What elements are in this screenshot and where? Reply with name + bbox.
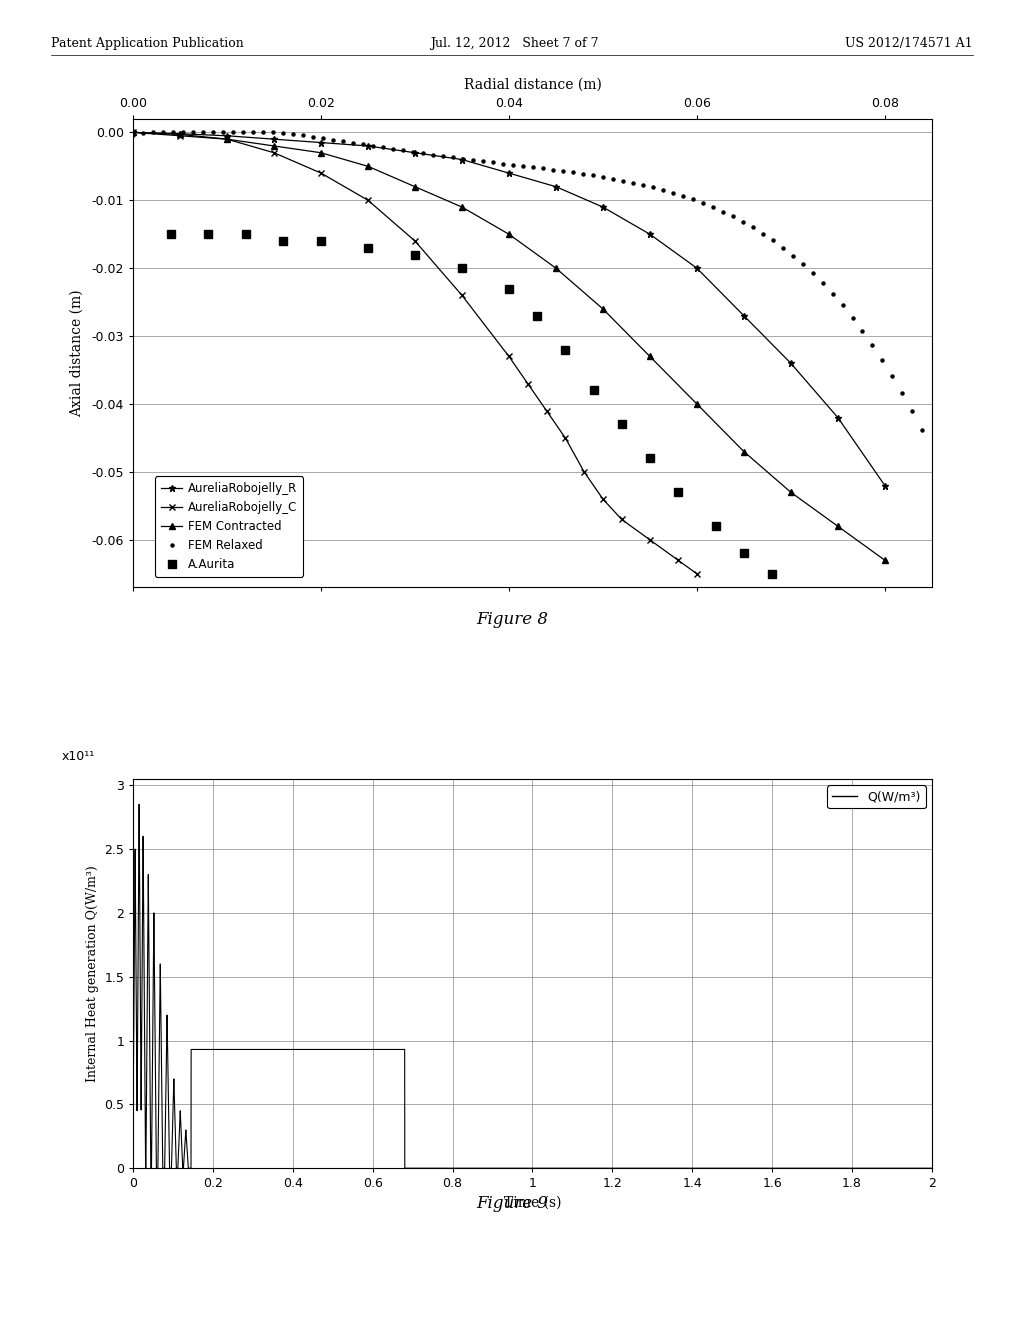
A.Aurita <box>766 566 778 582</box>
AureliaRobojelly_R <box>315 135 328 150</box>
AureliaRobojelly_R <box>831 409 844 425</box>
AureliaRobojelly_C <box>361 193 374 209</box>
A.Aurita <box>409 247 421 263</box>
A.Aurita <box>588 383 600 399</box>
AureliaRobojelly_C <box>521 376 534 392</box>
Line: FEM Relaxed: FEM Relaxed <box>132 131 924 432</box>
Text: x10¹¹: x10¹¹ <box>61 750 94 763</box>
FEM Contracted <box>784 484 797 500</box>
FEM Relaxed <box>147 124 160 140</box>
A.Aurita <box>165 226 177 242</box>
FEM Relaxed <box>606 170 618 186</box>
A.Aurita <box>644 450 656 466</box>
Line: FEM Contracted: FEM Contracted <box>130 129 888 564</box>
AureliaRobojelly_R <box>879 478 891 494</box>
X-axis label: Time (s): Time (s) <box>504 1196 561 1210</box>
AureliaRobojelly_C <box>541 403 553 418</box>
AureliaRobojelly_C <box>315 165 328 181</box>
FEM Relaxed <box>646 180 658 195</box>
AureliaRobojelly_C <box>409 234 421 249</box>
Text: Patent Application Publication: Patent Application Publication <box>51 37 244 50</box>
AureliaRobojelly_C <box>127 124 139 140</box>
AureliaRobojelly_C <box>221 131 233 147</box>
AureliaRobojelly_C <box>456 288 468 304</box>
Line: AureliaRobojelly_C: AureliaRobojelly_C <box>130 129 700 577</box>
FEM Contracted <box>644 348 656 364</box>
AureliaRobojelly_R <box>361 139 374 154</box>
FEM Contracted <box>315 145 328 161</box>
AureliaRobojelly_R <box>550 178 562 194</box>
Text: US 2012/174571 A1: US 2012/174571 A1 <box>845 37 973 50</box>
Text: Jul. 12, 2012   Sheet 7 of 7: Jul. 12, 2012 Sheet 7 of 7 <box>430 37 599 50</box>
A.Aurita <box>672 484 684 500</box>
A.Aurita <box>202 226 214 242</box>
FEM Contracted <box>550 260 562 276</box>
AureliaRobojelly_R <box>597 199 609 215</box>
FEM Relaxed <box>677 187 689 203</box>
FEM Contracted <box>127 124 139 140</box>
Legend: AureliaRobojelly_R, AureliaRobojelly_C, FEM Contracted, FEM Relaxed, A.Aurita: AureliaRobojelly_R, AureliaRobojelly_C, … <box>155 477 303 577</box>
A.Aurita <box>361 240 374 256</box>
FEM Contracted <box>879 552 891 568</box>
AureliaRobojelly_R <box>503 165 515 181</box>
FEM Contracted <box>174 127 186 143</box>
AureliaRobojelly_C <box>559 430 571 446</box>
FEM Relaxed <box>127 128 139 144</box>
Text: Figure 8: Figure 8 <box>476 611 548 628</box>
AureliaRobojelly_R <box>221 128 233 144</box>
A.Aurita <box>531 308 544 323</box>
A.Aurita <box>559 342 571 358</box>
Y-axis label: Axial distance (m): Axial distance (m) <box>70 289 83 417</box>
FEM Relaxed <box>616 173 629 189</box>
A.Aurita <box>503 281 515 297</box>
AureliaRobojelly_R <box>127 124 139 140</box>
FEM Contracted <box>361 158 374 174</box>
FEM Relaxed <box>837 297 849 313</box>
X-axis label: Radial distance (m): Radial distance (m) <box>464 78 601 91</box>
Text: Figure 9: Figure 9 <box>476 1195 548 1212</box>
A.Aurita <box>710 519 722 535</box>
AureliaRobojelly_R <box>784 355 797 371</box>
Line: A.Aurita: A.Aurita <box>167 231 776 578</box>
Y-axis label: Internal Heat generation Q(W/m³): Internal Heat generation Q(W/m³) <box>86 865 98 1082</box>
AureliaRobojelly_C <box>578 465 590 480</box>
FEM Contracted <box>597 301 609 317</box>
AureliaRobojelly_C <box>503 348 515 364</box>
AureliaRobojelly_R <box>409 145 421 161</box>
AureliaRobojelly_C <box>597 491 609 507</box>
FEM Relaxed <box>916 422 929 438</box>
AureliaRobojelly_C <box>672 552 684 568</box>
AureliaRobojelly_R <box>644 226 656 242</box>
A.Aurita <box>456 260 468 276</box>
AureliaRobojelly_R <box>456 152 468 168</box>
FEM Relaxed <box>486 154 499 170</box>
AureliaRobojelly_C <box>268 145 281 161</box>
AureliaRobojelly_C <box>615 512 628 528</box>
AureliaRobojelly_C <box>691 566 703 582</box>
A.Aurita <box>240 226 252 242</box>
AureliaRobojelly_C <box>174 128 186 144</box>
AureliaRobojelly_R <box>737 308 750 323</box>
A.Aurita <box>737 545 750 561</box>
FEM Contracted <box>503 226 515 242</box>
FEM Contracted <box>456 199 468 215</box>
FEM Contracted <box>221 131 233 147</box>
Legend: Q(W/m³): Q(W/m³) <box>827 785 926 808</box>
AureliaRobojelly_C <box>644 532 656 548</box>
A.Aurita <box>615 417 628 433</box>
Line: AureliaRobojelly_R: AureliaRobojelly_R <box>130 129 889 488</box>
A.Aurita <box>278 234 290 249</box>
FEM Contracted <box>831 519 844 535</box>
AureliaRobojelly_R <box>268 131 281 147</box>
FEM Contracted <box>409 178 421 194</box>
AureliaRobojelly_R <box>174 125 186 141</box>
A.Aurita <box>315 234 328 249</box>
FEM Contracted <box>691 396 703 412</box>
FEM Contracted <box>268 139 281 154</box>
FEM Contracted <box>737 444 750 459</box>
AureliaRobojelly_R <box>691 260 703 276</box>
